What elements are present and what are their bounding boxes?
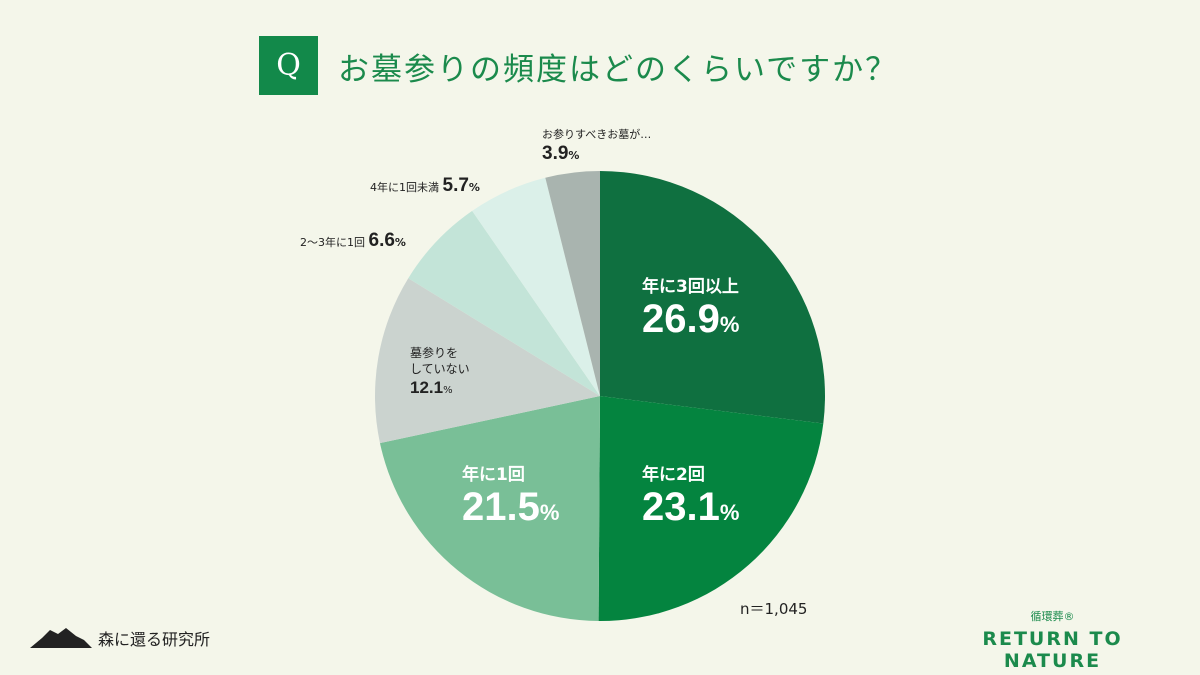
pie-slice-1 <box>598 396 824 621</box>
q-badge: Q <box>259 36 318 95</box>
lab-logo: 森に還る研究所 <box>30 626 210 650</box>
page-title: お墓参りの頻度はどのくらいですか？ <box>338 52 899 88</box>
slice-label-4: 2〜3年に1回 6.6% <box>300 230 406 251</box>
pie-slice-5 <box>472 177 600 396</box>
slice-label-3: 墓参りを していない 12.1% <box>410 346 470 398</box>
brand-logo: 循環葬® RETURN TO NATURE <box>982 610 1123 672</box>
pie-slice-4 <box>408 210 600 396</box>
slice-label-0: 年に3回以上 26.9% <box>642 277 740 341</box>
pie-slice-3 <box>375 278 600 444</box>
slice-label-2: 年に1回 21.5% <box>462 465 560 529</box>
lab-logo-text: 森に還る研究所 <box>98 630 211 649</box>
forest-icon <box>30 628 92 648</box>
pie-slice-6 <box>545 171 600 396</box>
slice-label-5: 4年に1回未満 5.7% <box>370 175 480 196</box>
slice-label-6: お参りすべきお墓が… 3.9% <box>542 128 652 165</box>
sample-size: n＝1,045 <box>740 600 808 618</box>
pie-slice-0 <box>600 171 825 424</box>
slice-label-1: 年に2回 23.1% <box>642 465 740 529</box>
pie-slice-2 <box>379 396 600 621</box>
